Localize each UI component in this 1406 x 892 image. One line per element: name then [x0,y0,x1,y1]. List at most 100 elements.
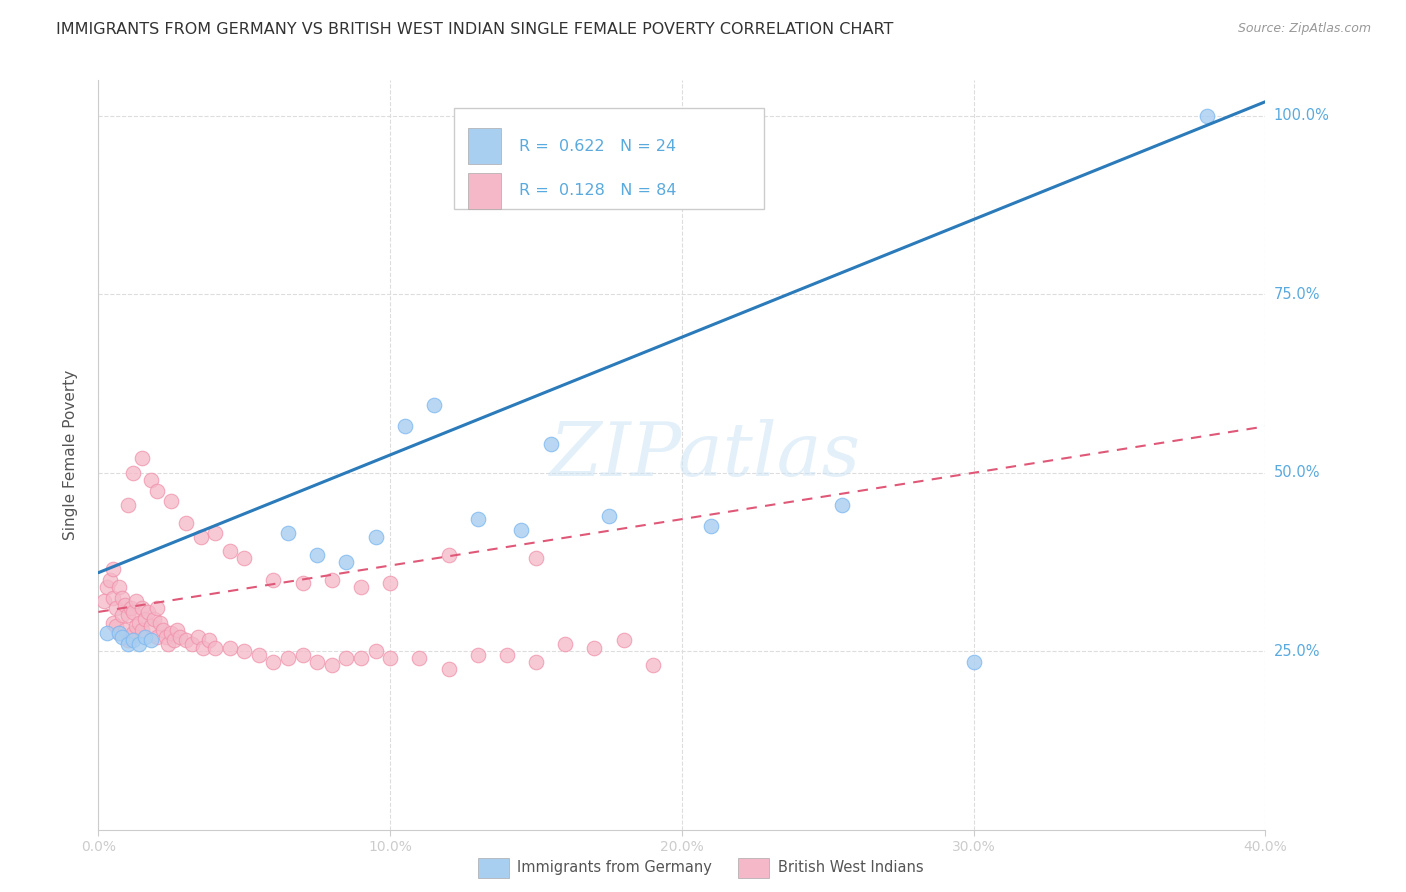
Point [218,544,240,558]
Point [114,623,136,637]
Point [98,573,121,587]
Point [321,573,343,587]
Point [467,648,489,662]
Point [149,615,172,630]
Point [152,623,174,637]
Point [554,109,576,123]
Point [233,551,256,566]
Point [117,637,139,651]
Point [146,630,169,644]
Point [364,530,387,544]
Point [467,109,489,123]
Point [307,548,329,562]
Text: British West Indians: British West Indians [778,860,924,874]
Point [437,662,460,676]
Point [104,601,127,615]
Point [146,601,169,615]
Point [291,576,314,591]
Text: Source: ZipAtlas.com: Source: ZipAtlas.com [1237,22,1371,36]
Point [262,573,284,587]
Point [120,601,142,615]
Point [612,633,634,648]
Point [114,598,136,612]
Point [307,655,329,669]
Text: 100.0%: 100.0% [1274,109,1330,123]
Point [166,623,188,637]
Bar [468,173,501,209]
Point [641,658,664,673]
Point [122,633,145,648]
Point [364,644,387,658]
Text: 75.0%: 75.0% [1274,287,1320,301]
Point [408,651,430,665]
Point [146,483,169,498]
Point [101,615,124,630]
Point [423,398,446,412]
Point [233,644,256,658]
Text: 50.0%: 50.0% [1274,466,1320,480]
Point [467,512,489,526]
Point [277,651,299,665]
Point [96,580,118,594]
Point [190,530,212,544]
Point [598,508,620,523]
Point [108,626,131,640]
Text: ZIPatlas: ZIPatlas [550,418,860,491]
Point [111,591,134,605]
Point [204,526,226,541]
Point [962,655,984,669]
Point [139,473,162,487]
Point [160,494,183,508]
Point [139,633,162,648]
Point [108,580,131,594]
Point [134,630,156,644]
Point [139,619,162,633]
Point [277,526,299,541]
Point [108,626,131,640]
Text: R =  0.622   N = 24: R = 0.622 N = 24 [519,139,676,154]
Point [160,626,183,640]
Point [198,633,221,648]
Point [394,419,416,434]
Point [169,630,191,644]
Point [128,637,150,651]
Point [142,612,165,626]
Text: Immigrants from Germany: Immigrants from Germany [517,860,713,874]
Point [380,576,402,591]
Point [93,594,115,608]
Point [350,651,373,665]
Point [117,608,139,623]
Point [163,633,186,648]
Point [831,498,853,512]
Point [155,630,177,644]
Point [335,555,357,569]
Point [524,551,547,566]
Point [204,640,226,655]
Bar [468,128,501,164]
Point [125,619,148,633]
Point [101,562,124,576]
Point [700,519,723,533]
Point [122,626,145,640]
Point [380,651,402,665]
Point [117,633,139,648]
Point [122,466,145,480]
Point [540,437,562,451]
Point [157,637,180,651]
Point [174,516,197,530]
Point [101,591,124,605]
FancyBboxPatch shape [454,108,763,209]
Point [321,658,343,673]
Point [117,498,139,512]
Point [120,630,142,644]
Point [510,523,533,537]
Point [291,648,314,662]
Point [554,637,576,651]
Point [111,630,134,644]
Point [218,640,240,655]
Point [437,548,460,562]
Point [1195,109,1218,123]
Point [193,640,215,655]
Point [262,655,284,669]
Text: 25.0%: 25.0% [1274,644,1320,658]
